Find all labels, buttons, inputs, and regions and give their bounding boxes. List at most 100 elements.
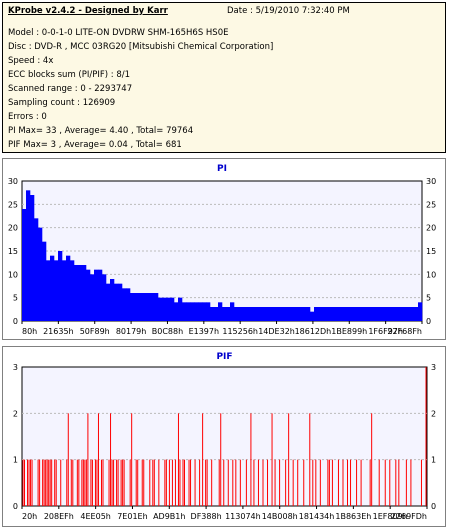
y-tick-label-right: 0 [431, 502, 436, 511]
pi-bar [254, 307, 259, 321]
pi-chart: PI 0 0 5 5 10 10 15 15 20 20 25 25 30 30 80h 21635h 50F89… [8, 164, 436, 336]
pi-bar [286, 307, 291, 321]
pi-bar [70, 260, 75, 321]
pi-bar [302, 307, 307, 321]
y-tick-label-left: 15 [8, 247, 18, 256]
pi-bar [394, 307, 399, 321]
pi-bar [414, 307, 419, 321]
pi-bar [410, 307, 415, 321]
y-tick-label-right: 30 [426, 177, 436, 186]
pi-bar [282, 307, 287, 321]
plot-area [21, 366, 428, 507]
y-tick-label-right: 20 [426, 224, 436, 233]
pi-bar [22, 209, 27, 321]
pi-bar [78, 265, 83, 321]
y-tick-label-left: 1 [13, 456, 18, 465]
pi-bar [354, 307, 359, 321]
pi-bar [406, 307, 411, 321]
pi-bar [74, 265, 79, 321]
pi-bar [378, 307, 383, 321]
pi-bar [278, 307, 283, 321]
pi-bar [366, 307, 371, 321]
pi-bar [98, 269, 103, 321]
pi-bar [310, 311, 315, 321]
y-tick-label-left: 5 [13, 294, 18, 303]
pi-bar [86, 269, 91, 321]
pi-bar [194, 302, 199, 321]
x-tick-label: 7E01Eh [117, 512, 147, 521]
pi-bar [90, 274, 95, 321]
x-tick-label: 80179h [116, 327, 147, 336]
pi-bar [230, 302, 235, 321]
pi-bar [82, 265, 87, 321]
x-tick-label: AD9B1h [153, 512, 185, 521]
scan-date: Date : 5/19/2010 7:32:40 PM [227, 6, 350, 16]
pi-bar [246, 307, 251, 321]
x-tick-label: 20h [22, 512, 37, 521]
pi-bar [262, 307, 267, 321]
pi-summary-line: PI Max= 33 , Average= 4.40 , Total= 7976… [8, 126, 194, 136]
pi-bar [402, 307, 407, 321]
pif-chart: PIF 0 0 1 1 2 2 3 3 20h 208EFh 4EE05h 7E01Eh AD9B1h DF… [13, 352, 436, 521]
pi-bar [386, 307, 391, 321]
pi-bar [102, 274, 107, 321]
pi-bar [342, 307, 347, 321]
disc-info-panel: KProbe v2.4.2 - Designed by Karr Date : … [2, 2, 446, 153]
errors-line: Errors : 0 [8, 112, 47, 122]
pi-bar [150, 293, 155, 321]
pi-bar [186, 302, 191, 321]
pi-bar [34, 218, 39, 321]
pi-bar [54, 260, 59, 321]
pi-bar [190, 302, 195, 321]
pi-bar [166, 297, 171, 321]
pi-bar [178, 297, 183, 321]
pi-bar [214, 307, 219, 321]
pi-bar [46, 260, 51, 321]
pi-bar [130, 293, 135, 321]
pi-bar [202, 302, 207, 321]
pi-bar [222, 307, 227, 321]
x-tick-label: 18612Dh [295, 327, 332, 336]
pi-bar [58, 251, 63, 321]
y-tick-label-right: 15 [426, 247, 436, 256]
x-tick-label: 1EF809h [373, 512, 408, 521]
ecc-line: ECC blocks sum (PI/PIF) : 8/1 [8, 70, 131, 80]
pi-bar [182, 302, 187, 321]
pi-bar [326, 307, 331, 321]
pi-bar [374, 307, 379, 321]
x-tick-label: 1BE899h [331, 327, 367, 336]
pi-bar [250, 307, 255, 321]
x-tick-label: DF388h [191, 512, 222, 521]
x-tick-label: 1B863Eh [335, 512, 371, 521]
pi-bar [170, 297, 175, 321]
y-tick-label-left: 0 [13, 502, 18, 511]
x-tick-label: 14B008h [262, 512, 298, 521]
pi-bar [62, 260, 67, 321]
pi-bar [330, 307, 335, 321]
pi-bar [362, 307, 367, 321]
pif-summary-line: PIF Max= 3 , Average= 0.04 , Total= 681 [8, 140, 182, 150]
y-tick-label-left: 20 [8, 224, 18, 233]
x-tick-label: 21635h [43, 327, 74, 336]
sampling-count-line: Sampling count : 126909 [8, 98, 116, 108]
pi-bar [290, 307, 295, 321]
x-tick-label: 80h [22, 327, 37, 336]
pi-bar [122, 288, 127, 321]
pi-bar [142, 293, 147, 321]
pi-bar [306, 307, 311, 321]
model-line: Model : 0-0-1-0 LITE-ON DVDRW SHM-165H6S… [8, 28, 229, 38]
pi-bar [42, 241, 47, 321]
pi-bar [418, 302, 423, 321]
pi-bar [174, 302, 179, 321]
x-tick-label: 113074h [225, 512, 261, 521]
pi-bar [114, 283, 119, 321]
x-tick-label: 115256h [222, 327, 258, 336]
pi-bar [138, 293, 143, 321]
pi-bar [390, 307, 395, 321]
pi-bar [50, 255, 55, 321]
pi-bar [210, 307, 215, 321]
chart-title: PI [217, 164, 227, 174]
x-tick-label: 181434h [299, 512, 335, 521]
pi-chart-panel: PI 0 0 5 5 10 10 15 15 20 20 25 25 30 30 80h 21635h 50F89… [2, 158, 446, 340]
y-tick-label-right: 0 [426, 317, 431, 326]
